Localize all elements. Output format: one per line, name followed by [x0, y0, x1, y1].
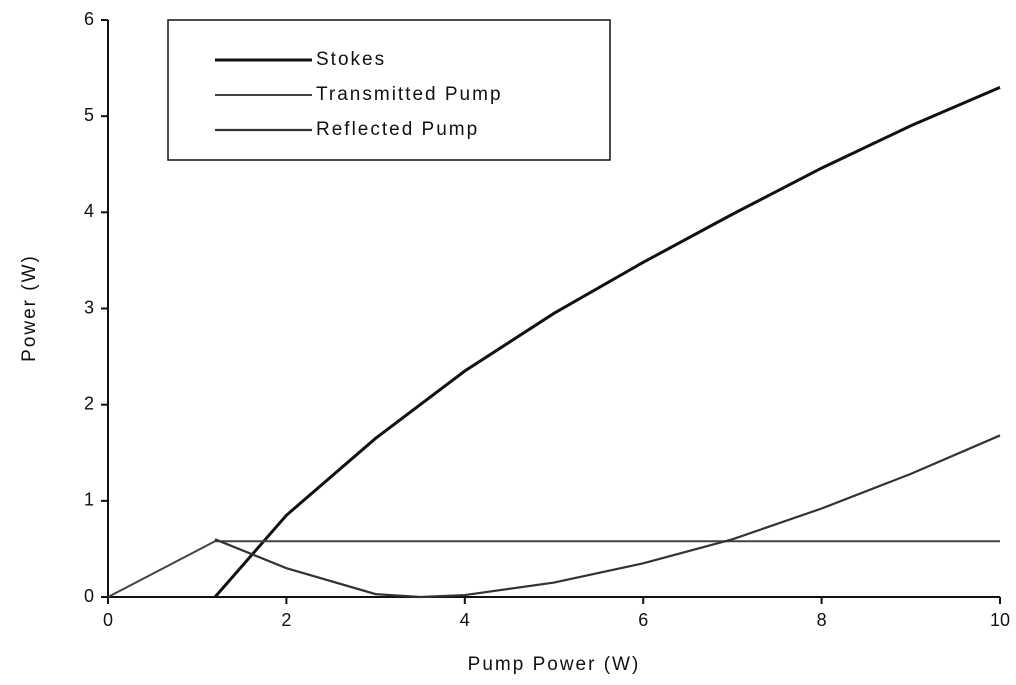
x-axis-label: Pump Power (W) [468, 654, 641, 675]
x-tick-label: 10 [990, 610, 1010, 630]
y-tick-label: 3 [84, 297, 94, 317]
line-series [213, 85, 1001, 598]
legend-box [167, 19, 611, 161]
y-tick-label: 4 [84, 201, 94, 221]
y-tick-label: 2 [84, 393, 94, 413]
line-series [107, 540, 1000, 598]
y-tick-label: 0 [84, 586, 94, 606]
x-tick-label: 2 [281, 610, 291, 630]
line-series [214, 434, 1001, 599]
x-tick-label: 6 [638, 610, 648, 630]
x-tick-label: 4 [460, 610, 470, 630]
legend-label: Transmitted Pump [316, 84, 503, 105]
x-tick-label: 8 [817, 610, 827, 630]
x-tick-label: 0 [103, 610, 113, 630]
y-tick-label: 6 [84, 9, 94, 29]
y-tick-label: 1 [84, 490, 94, 510]
legend-label: Reflected Pump [316, 119, 479, 140]
legend-label: Stokes [316, 49, 386, 70]
y-axis-label: Power (W) [19, 254, 40, 362]
y-tick-label: 5 [84, 105, 94, 125]
